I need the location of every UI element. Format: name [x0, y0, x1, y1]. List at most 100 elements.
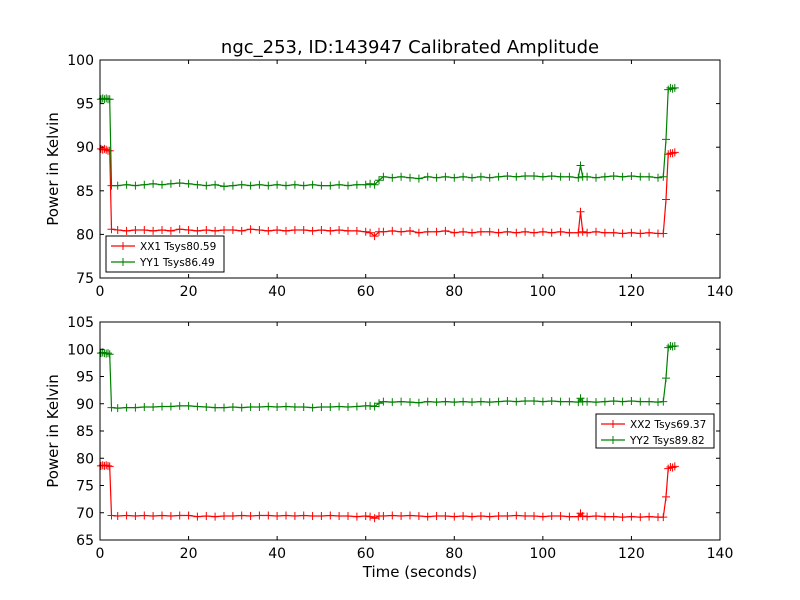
data-point-marker	[432, 227, 441, 236]
y-tick-label: 65	[76, 533, 94, 549]
data-point-marker	[547, 512, 556, 520]
data-point-marker	[574, 173, 583, 182]
data-point-marker	[237, 511, 246, 520]
data-point-marker	[184, 511, 193, 520]
data-point-marker	[131, 226, 140, 234]
data-point-marker	[600, 397, 609, 406]
data-point-marker	[228, 226, 237, 234]
data-point-marker	[299, 403, 308, 411]
data-point-marker	[113, 404, 122, 413]
data-point-marker	[423, 397, 432, 406]
data-point-marker	[432, 512, 441, 520]
y-tick-label: 80	[76, 227, 94, 243]
data-point-marker	[397, 397, 406, 406]
data-point-marker	[512, 228, 521, 237]
data-point-marker	[654, 173, 662, 182]
data-point-marker	[335, 512, 344, 520]
data-point-marker	[228, 181, 237, 190]
data-point-marker	[414, 512, 423, 520]
data-point-marker	[388, 173, 397, 182]
data-point-marker	[441, 226, 450, 235]
data-point-marker	[600, 172, 609, 181]
data-point-marker	[290, 403, 299, 411]
data-point-marker	[273, 403, 282, 411]
x-tick-label: 100	[529, 546, 556, 562]
chart-title: ngc_253, ID:143947 Calibrated Amplitude	[221, 37, 599, 58]
data-point-marker	[282, 226, 290, 235]
data-point-marker	[503, 512, 512, 520]
x-tick-label: 60	[357, 546, 375, 562]
x-tick-label: 0	[96, 284, 105, 300]
data-point-marker	[592, 398, 600, 407]
x-tick-label: 100	[529, 284, 556, 300]
data-point-marker	[578, 512, 587, 520]
data-point-marker	[299, 181, 308, 190]
data-point-marker	[290, 226, 299, 234]
data-point-marker	[662, 374, 670, 383]
x-tick-label: 140	[707, 546, 734, 562]
data-point-marker	[459, 512, 468, 520]
data-point-marker	[228, 512, 237, 520]
data-point-marker	[670, 148, 679, 157]
data-point-marker	[636, 397, 645, 406]
data-point-marker	[344, 512, 352, 520]
data-point-marker	[406, 226, 414, 235]
data-point-marker	[432, 173, 441, 182]
data-point-marker	[530, 172, 538, 180]
data-point-marker	[104, 349, 112, 358]
data-point-marker	[107, 225, 116, 234]
series-2-1	[96, 461, 679, 523]
data-point-marker	[521, 227, 530, 236]
data-point-marker	[166, 179, 175, 188]
data-point-marker	[202, 181, 211, 190]
top-panel: 0 20 40 60 80 100 120 140 75 80 85 90 95 100 Power in …	[44, 53, 733, 300]
data-point-marker	[246, 181, 255, 190]
data-point-marker	[344, 403, 352, 411]
data-point-marker	[494, 397, 503, 406]
data-point-marker	[592, 227, 600, 236]
data-point-marker	[361, 512, 370, 520]
data-point-marker	[397, 172, 406, 181]
data-point-marker	[512, 397, 521, 406]
data-point-marker	[618, 172, 627, 181]
data-point-marker	[494, 512, 503, 520]
data-point-marker	[273, 180, 282, 189]
data-point-marker	[636, 172, 645, 181]
data-point-marker	[659, 397, 668, 406]
data-point-marker	[468, 173, 476, 182]
data-point-marker	[264, 181, 273, 190]
data-point-marker	[636, 513, 645, 522]
data-point-marker	[273, 512, 282, 520]
legend: XX1 Tsys80.59 YY1 Tsys86.49	[105, 235, 225, 273]
data-point-marker	[423, 512, 432, 521]
y-tick-label: 70	[76, 506, 94, 522]
data-point-marker	[414, 174, 423, 183]
y-tick-label: 80	[76, 451, 94, 467]
data-point-marker	[335, 180, 344, 189]
data-point-marker	[521, 512, 530, 520]
data-point-marker	[246, 512, 255, 520]
data-point-marker	[326, 181, 335, 190]
data-point-marker	[406, 398, 414, 407]
data-point-marker	[441, 397, 450, 406]
data-point-marker	[166, 402, 175, 411]
data-point-marker	[193, 226, 202, 235]
data-point-marker	[388, 226, 397, 235]
data-point-marker	[211, 403, 220, 412]
data-point-marker	[645, 512, 654, 521]
y-tick-label: 75	[76, 479, 94, 495]
data-point-marker	[406, 511, 414, 520]
data-point-marker	[131, 181, 140, 190]
data-point-marker	[547, 228, 556, 237]
data-point-marker	[645, 397, 654, 406]
y-tick-label: 105	[67, 315, 94, 331]
data-point-marker	[530, 512, 538, 520]
data-point-marker	[512, 172, 521, 181]
data-point-marker	[576, 207, 585, 216]
data-point-marker	[670, 462, 679, 471]
data-point-marker	[102, 94, 111, 103]
data-point-marker	[583, 397, 592, 406]
data-point-marker	[326, 226, 335, 235]
data-point-marker	[352, 402, 361, 411]
